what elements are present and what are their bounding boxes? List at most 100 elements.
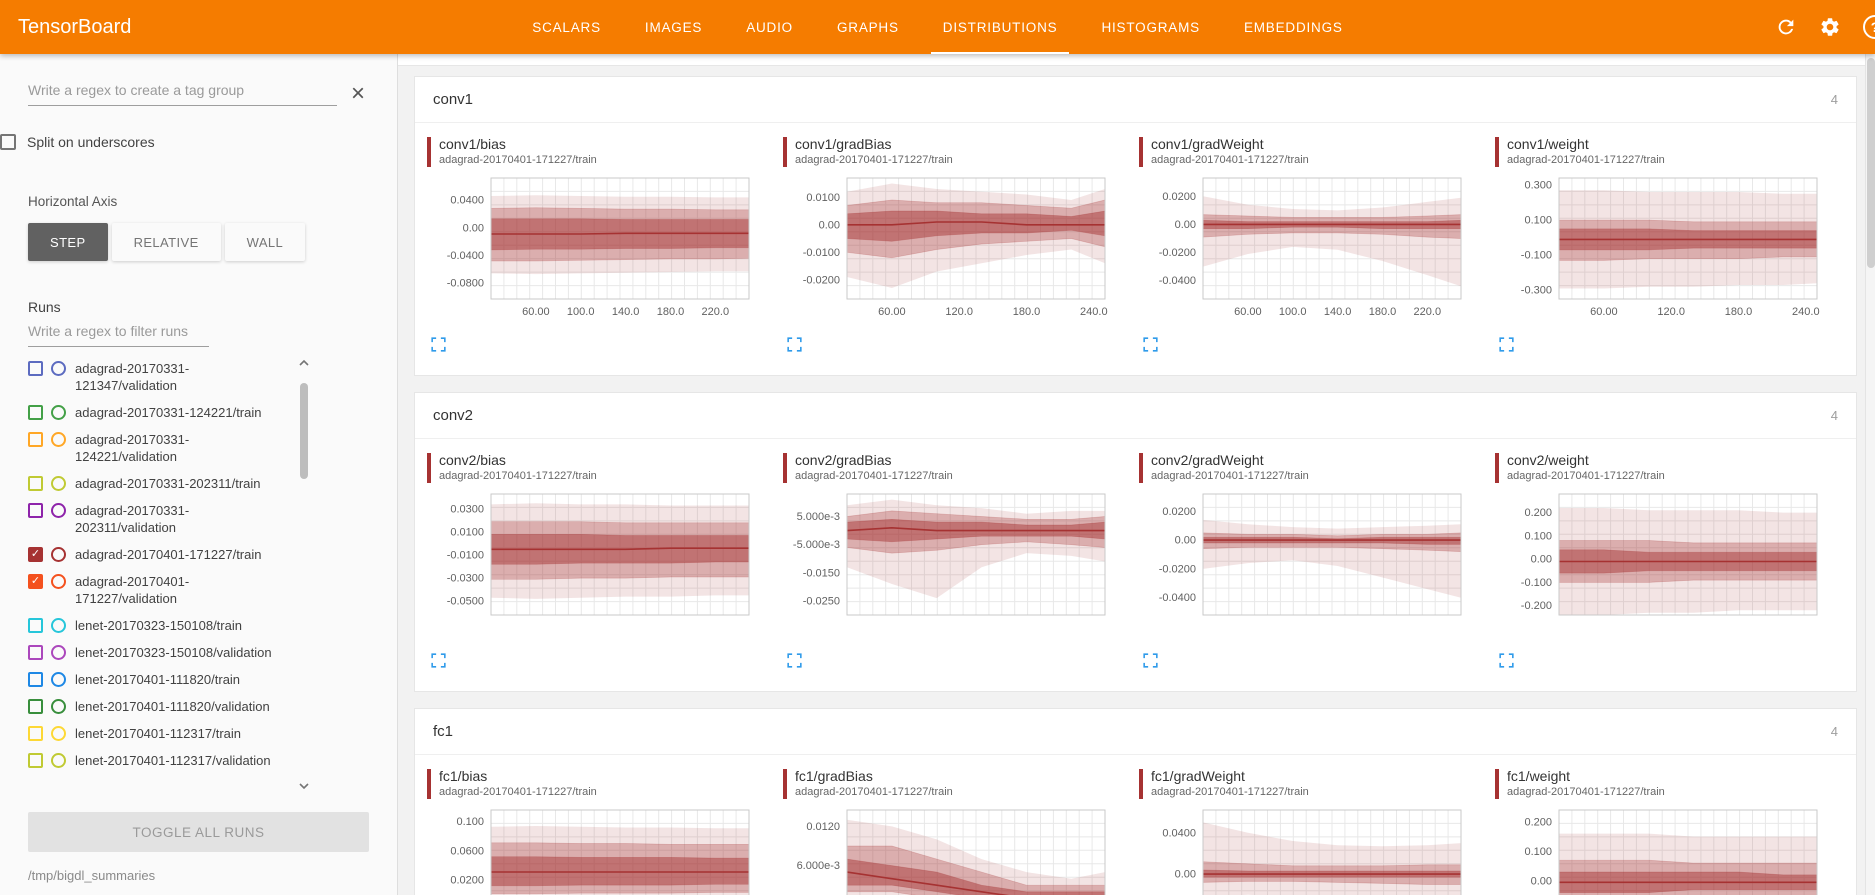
run-checkbox[interactable]: ✓ bbox=[28, 645, 43, 660]
run-checkbox[interactable]: ✓ bbox=[28, 503, 43, 518]
run-checkbox[interactable]: ✓ bbox=[28, 699, 43, 714]
expand-chart-button[interactable] bbox=[1497, 335, 1516, 357]
run-color-marker bbox=[783, 137, 787, 167]
run-item[interactable]: ✓ lenet-20170323-150108/train bbox=[28, 612, 297, 639]
refresh-button[interactable] bbox=[1775, 16, 1797, 38]
run-item[interactable]: ✓ adagrad-20170331-121347/validation bbox=[28, 355, 297, 399]
section-header[interactable]: fc1 4 bbox=[415, 709, 1856, 755]
run-label: adagrad-20170331-124221/validation bbox=[75, 432, 190, 464]
run-color-circle[interactable] bbox=[51, 405, 66, 420]
svg-text:60.00: 60.00 bbox=[522, 306, 550, 318]
run-item[interactable]: ✓ lenet-20170323-150108/validation bbox=[28, 639, 297, 666]
run-color-circle[interactable] bbox=[51, 645, 66, 660]
split-underscores-checkbox[interactable] bbox=[0, 134, 16, 150]
run-checkbox[interactable]: ✓ bbox=[28, 618, 43, 633]
run-checkbox[interactable]: ✓ bbox=[28, 672, 43, 687]
svg-text:180.0: 180.0 bbox=[1725, 306, 1753, 318]
distribution-plot: 0.0200 0.00 -0.0200 -0.0400 bbox=[1159, 493, 1462, 616]
run-color-circle[interactable] bbox=[51, 476, 66, 491]
svg-text:0.0200: 0.0200 bbox=[1162, 506, 1196, 518]
expand-chart-button[interactable] bbox=[1497, 651, 1516, 673]
run-item[interactable]: ✓ adagrad-20170331-124221/train bbox=[28, 399, 297, 426]
expand-chart-button[interactable] bbox=[1141, 335, 1160, 357]
nav-tab-label: GRAPHS bbox=[836, 19, 899, 35]
axis-mode-button[interactable]: RELATIVE bbox=[111, 223, 221, 261]
svg-text:-0.0300: -0.0300 bbox=[447, 573, 484, 585]
run-color-circle[interactable] bbox=[51, 361, 66, 376]
run-checkbox[interactable]: ✓ bbox=[28, 432, 43, 447]
section-charts: conv2/bias adagrad-20170401-171227/train… bbox=[415, 439, 1856, 691]
run-item[interactable]: ✓ lenet-20170401-112317/train bbox=[28, 720, 297, 747]
axis-mode-label: WALL bbox=[246, 234, 284, 250]
run-checkbox[interactable]: ✓ bbox=[28, 726, 43, 741]
run-color-marker bbox=[783, 769, 787, 799]
page-scrollbar-thumb[interactable] bbox=[1867, 58, 1875, 268]
run-color-circle[interactable] bbox=[51, 753, 66, 768]
page-scrollbar[interactable] bbox=[1865, 54, 1875, 895]
run-item[interactable]: ✓ adagrad-20170401-171227/train bbox=[28, 541, 297, 568]
section-header[interactable]: conv1 4 bbox=[415, 77, 1856, 123]
split-underscores-option[interactable]: Split on underscores bbox=[0, 134, 397, 150]
toggle-all-runs-button[interactable]: TOGGLE ALL RUNS bbox=[28, 812, 369, 852]
runs-scrollbar-thumb[interactable] bbox=[300, 383, 308, 479]
nav-tab[interactable]: AUDIO bbox=[724, 0, 815, 54]
distribution-chart-card: fc1/gradWeight adagrad-20170401-171227/t… bbox=[1139, 767, 1485, 895]
nav-tab[interactable]: GRAPHS bbox=[815, 0, 921, 54]
run-checkbox[interactable]: ✓ bbox=[28, 547, 43, 562]
svg-text:6.000e-3: 6.000e-3 bbox=[797, 860, 840, 872]
run-item[interactable]: ✓ adagrad-20170331-202311/validation bbox=[28, 497, 297, 541]
run-item[interactable]: ✓ adagrad-20170331-202311/train bbox=[28, 470, 297, 497]
run-item[interactable]: ✓ lenet-20170401-111820/train bbox=[28, 666, 297, 693]
tag-section: fc1 4 fc1/bias adagrad-20170401-171227/t… bbox=[414, 708, 1857, 895]
run-checkbox[interactable]: ✓ bbox=[28, 574, 43, 589]
nav-tab[interactable]: HISTOGRAMS bbox=[1079, 0, 1222, 54]
expand-chart-button[interactable] bbox=[1141, 651, 1160, 673]
run-label: lenet-20170401-111820/validation bbox=[75, 699, 270, 714]
help-button[interactable]: ? bbox=[1863, 15, 1875, 39]
run-checkbox[interactable]: ✓ bbox=[28, 753, 43, 768]
nav-tab-label: SCALARS bbox=[532, 19, 601, 35]
run-item[interactable]: ✓ lenet-20170401-112317/validation bbox=[28, 747, 297, 774]
runs-list: ✓ adagrad-20170331-121347/validation ✓ a… bbox=[28, 355, 297, 798]
expand-chart-button[interactable] bbox=[785, 335, 804, 357]
run-item[interactable]: ✓ lenet-20170401-111820/validation bbox=[28, 693, 297, 720]
clear-tag-filter-button[interactable]: × bbox=[337, 82, 367, 106]
settings-button[interactable] bbox=[1819, 16, 1841, 38]
run-color-circle[interactable] bbox=[51, 726, 66, 741]
run-checkbox[interactable]: ✓ bbox=[28, 405, 43, 420]
run-color-circle[interactable] bbox=[51, 547, 66, 562]
run-color-circle[interactable] bbox=[51, 503, 66, 518]
run-checkbox[interactable]: ✓ bbox=[28, 476, 43, 491]
nav-tab[interactable]: IMAGES bbox=[623, 0, 724, 54]
run-color-circle[interactable] bbox=[51, 432, 66, 447]
axis-mode-button[interactable]: STEP bbox=[28, 223, 108, 261]
run-checkbox[interactable]: ✓ bbox=[28, 361, 43, 376]
svg-text:5.000e-3: 5.000e-3 bbox=[797, 511, 840, 523]
app-title: TensorBoard bbox=[18, 15, 132, 38]
run-item[interactable]: ✓ adagrad-20170401-171227/validation bbox=[28, 568, 297, 612]
runs-filter-input[interactable] bbox=[28, 317, 209, 347]
runs-scrollbar[interactable] bbox=[295, 355, 313, 794]
content-area: × Split on underscores Horizontal Axis S… bbox=[0, 54, 1875, 895]
expand-chart-button[interactable] bbox=[785, 651, 804, 673]
tag-filter-input[interactable] bbox=[28, 76, 337, 106]
run-item[interactable]: ✓ adagrad-20170331-124221/validation bbox=[28, 426, 297, 470]
run-color-circle[interactable] bbox=[51, 672, 66, 687]
run-color-circle[interactable] bbox=[51, 699, 66, 714]
axis-mode-button[interactable]: WALL bbox=[224, 223, 306, 261]
expand-chart-button[interactable] bbox=[429, 335, 448, 357]
chart-run-name: adagrad-20170401-171227/train bbox=[439, 154, 597, 166]
expand-chart-button[interactable] bbox=[429, 651, 448, 673]
section-header[interactable]: conv2 4 bbox=[415, 393, 1856, 439]
svg-text:-0.0800: -0.0800 bbox=[447, 278, 484, 290]
run-color-marker bbox=[427, 137, 431, 167]
run-color-circle[interactable] bbox=[51, 618, 66, 633]
chevron-up-icon[interactable] bbox=[296, 355, 312, 371]
run-color-circle[interactable] bbox=[51, 574, 66, 589]
svg-text:-0.100: -0.100 bbox=[1521, 250, 1552, 262]
chevron-down-icon[interactable] bbox=[296, 778, 312, 794]
nav-tab[interactable]: DISTRIBUTIONS bbox=[921, 0, 1080, 54]
nav-tab[interactable]: SCALARS bbox=[510, 0, 623, 54]
nav-tab[interactable]: EMBEDDINGS bbox=[1222, 0, 1365, 54]
svg-text:0.0400: 0.0400 bbox=[450, 195, 484, 207]
